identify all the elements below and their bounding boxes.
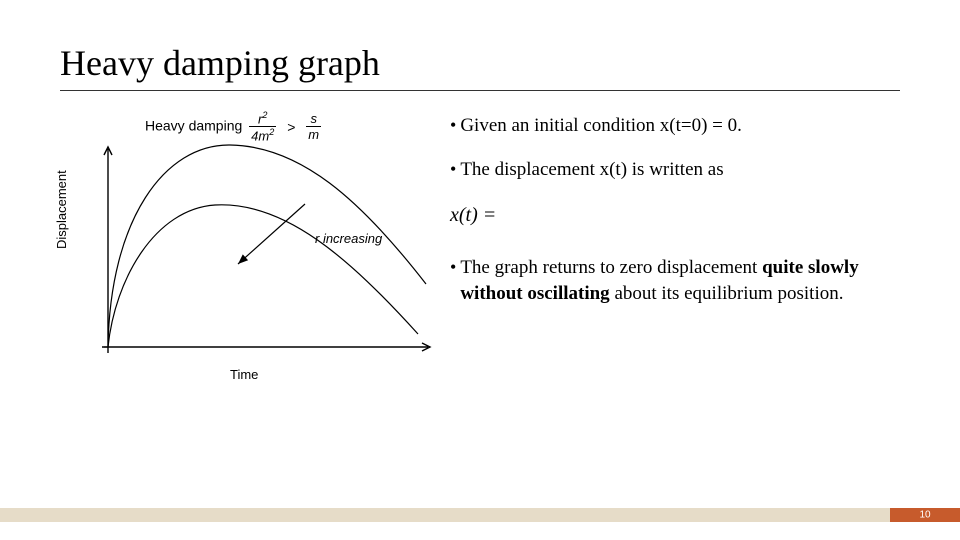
slide: Heavy damping graph Heavy damping r2 4m2… [0, 0, 960, 540]
bullet-1: • Given an initial condition x(t=0) = 0. [450, 113, 890, 139]
fraction-left: r2 4m2 [249, 111, 276, 143]
y-axis-label: Displacement [54, 170, 69, 249]
text-panel: • Given an initial condition x(t=0) = 0.… [450, 109, 900, 394]
chart-title: Heavy damping r2 4m2 > s m [145, 111, 324, 143]
chart-panel: Heavy damping r2 4m2 > s m [60, 109, 440, 394]
r-increasing-label: r increasing [315, 231, 382, 246]
curve-inner [108, 205, 418, 347]
footer-left [0, 508, 890, 522]
footer-right: 10 [890, 508, 960, 522]
chart-title-text: Heavy damping [145, 118, 242, 134]
equation: x(t) = [450, 204, 890, 227]
bullet-2: • The displacement x(t) is written as [450, 157, 890, 183]
fraction-right: s m [306, 112, 321, 141]
page-title: Heavy damping graph [60, 42, 900, 91]
bullet-dot-icon: • [450, 157, 456, 183]
gt-symbol: > [287, 119, 295, 135]
bullet-3: • The graph returns to zero displacement… [450, 255, 890, 306]
bullet-dot-icon: • [450, 113, 456, 139]
bullet-dot-icon: • [450, 255, 456, 306]
content-row: Heavy damping r2 4m2 > s m [60, 109, 900, 394]
damping-chart [60, 109, 440, 389]
bullet-3-text: The graph returns to zero displacement q… [460, 255, 890, 306]
page-number: 10 [919, 510, 930, 521]
x-axis-label: Time [230, 367, 258, 382]
footer-bar: 10 [0, 508, 960, 522]
arrow-line [238, 204, 305, 264]
bullet-1-text: Given an initial condition x(t=0) = 0. [460, 113, 890, 139]
bullet-2-text: The displacement x(t) is written as [460, 157, 890, 183]
